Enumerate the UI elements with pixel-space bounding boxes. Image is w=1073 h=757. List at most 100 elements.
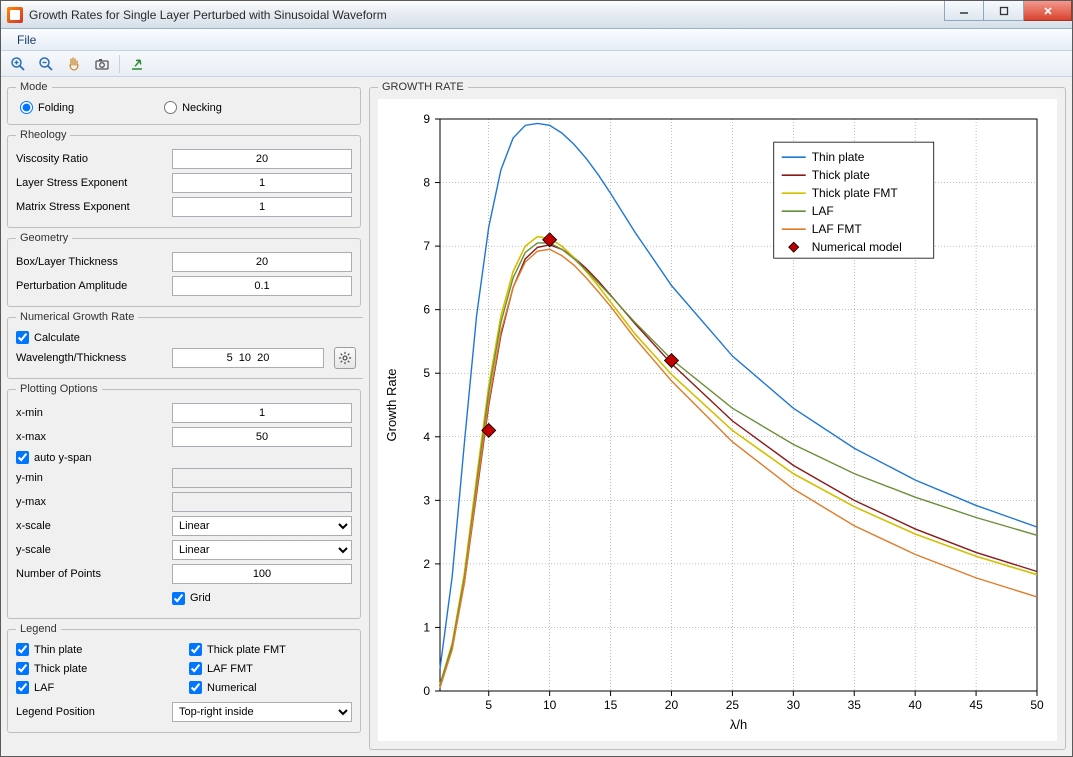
pert-amp-input[interactable] bbox=[172, 276, 352, 296]
layer-stress-exp-label: Layer Stress Exponent bbox=[16, 177, 166, 189]
npoints-input[interactable] bbox=[172, 564, 352, 584]
matrix-stress-exp-label: Matrix Stress Exponent bbox=[16, 201, 166, 213]
yscale-label: y-scale bbox=[16, 544, 166, 556]
ymin-label: y-min bbox=[16, 472, 166, 484]
titlebar: Growth Rates for Single Layer Perturbed … bbox=[1, 1, 1072, 29]
chk-laf-fmt[interactable]: LAF FMT bbox=[189, 662, 352, 675]
rheology-group: Rheology Viscosity Ratio Layer Stress Ex… bbox=[7, 129, 361, 228]
svg-text:40: 40 bbox=[908, 698, 922, 712]
geometry-legend: Geometry bbox=[16, 232, 72, 244]
geometry-group: Geometry Box/Layer Thickness Perturbatio… bbox=[7, 232, 361, 307]
gear-button[interactable] bbox=[334, 347, 356, 369]
svg-text:4: 4 bbox=[423, 430, 430, 444]
zoom-out-icon[interactable] bbox=[35, 53, 57, 75]
menubar: File bbox=[1, 29, 1072, 51]
plotting-legend: Plotting Options bbox=[16, 383, 102, 395]
export-icon[interactable] bbox=[126, 53, 148, 75]
svg-text:10: 10 bbox=[543, 698, 557, 712]
svg-text:45: 45 bbox=[969, 698, 983, 712]
chk-thick-plate-fmt[interactable]: Thick plate FMT bbox=[189, 643, 352, 656]
chk-thick-plate[interactable]: Thick plate bbox=[16, 662, 179, 675]
left-panel: Mode Folding Necking Rheology Viscosity … bbox=[5, 81, 363, 752]
svg-text:λ/h: λ/h bbox=[730, 717, 747, 732]
xmin-input[interactable] bbox=[172, 403, 352, 423]
svg-text:0: 0 bbox=[423, 684, 430, 698]
svg-text:9: 9 bbox=[423, 112, 430, 126]
svg-text:5: 5 bbox=[485, 698, 492, 712]
chk-laf[interactable]: LAF bbox=[16, 681, 179, 694]
matrix-stress-exp-input[interactable] bbox=[172, 197, 352, 217]
plotting-group: Plotting Options x-min x-max auto y-span… bbox=[7, 383, 361, 619]
app-icon bbox=[7, 7, 23, 23]
svg-text:5: 5 bbox=[423, 366, 430, 380]
xscale-select[interactable]: Linear bbox=[172, 516, 352, 536]
maximize-button[interactable] bbox=[984, 1, 1024, 21]
legend-legend: Legend bbox=[16, 623, 61, 635]
chart-title: GROWTH RATE bbox=[378, 81, 468, 93]
legend-group: Legend Thin plate Thick plate FMT Thick … bbox=[7, 623, 361, 733]
ymin-input bbox=[172, 468, 352, 488]
chk-thin-plate[interactable]: Thin plate bbox=[16, 643, 179, 656]
legend-position-select[interactable]: Top-right inside bbox=[172, 702, 352, 722]
svg-text:7: 7 bbox=[423, 239, 430, 253]
calculate-checkbox[interactable]: Calculate bbox=[16, 331, 356, 344]
svg-text:20: 20 bbox=[665, 698, 679, 712]
radio-folding[interactable]: Folding bbox=[20, 101, 74, 114]
svg-text:LAF FMT: LAF FMT bbox=[812, 222, 863, 236]
xscale-label: x-scale bbox=[16, 520, 166, 532]
svg-text:Thick plate FMT: Thick plate FMT bbox=[812, 186, 899, 200]
svg-text:Thick plate: Thick plate bbox=[812, 168, 870, 182]
npoints-label: Number of Points bbox=[16, 568, 166, 580]
xmin-label: x-min bbox=[16, 407, 166, 419]
menu-file[interactable]: File bbox=[9, 31, 44, 49]
toolbar bbox=[1, 51, 1072, 77]
numerical-group: Numerical Growth Rate Calculate Waveleng… bbox=[7, 311, 363, 379]
svg-text:LAF: LAF bbox=[812, 204, 834, 218]
box-layer-thickness-label: Box/Layer Thickness bbox=[16, 256, 166, 268]
svg-text:2: 2 bbox=[423, 557, 430, 571]
svg-text:25: 25 bbox=[726, 698, 740, 712]
rheology-legend: Rheology bbox=[16, 129, 70, 141]
growth-rate-chart: 51015202530354045500123456789λ/hGrowth R… bbox=[378, 99, 1057, 741]
radio-necking[interactable]: Necking bbox=[164, 101, 222, 114]
viscosity-ratio-label: Viscosity Ratio bbox=[16, 153, 166, 165]
svg-text:Thin plate: Thin plate bbox=[812, 150, 865, 164]
viscosity-ratio-input[interactable] bbox=[172, 149, 352, 169]
minimize-button[interactable] bbox=[944, 1, 984, 21]
box-layer-thickness-input[interactable] bbox=[172, 252, 352, 272]
grid-checkbox[interactable]: Grid bbox=[172, 592, 352, 605]
yscale-select[interactable]: Linear bbox=[172, 540, 352, 560]
svg-text:30: 30 bbox=[787, 698, 801, 712]
zoom-in-icon[interactable] bbox=[7, 53, 29, 75]
svg-text:15: 15 bbox=[604, 698, 618, 712]
svg-text:8: 8 bbox=[423, 176, 430, 190]
close-button[interactable] bbox=[1024, 1, 1072, 21]
svg-text:Numerical model: Numerical model bbox=[812, 240, 902, 254]
numerical-legend: Numerical Growth Rate bbox=[16, 311, 138, 323]
ymax-input bbox=[172, 492, 352, 512]
wl-thickness-label: Wavelength/Thickness bbox=[16, 352, 166, 364]
svg-text:6: 6 bbox=[423, 303, 430, 317]
mode-legend: Mode bbox=[16, 81, 52, 93]
right-panel: GROWTH RATE 5101520253035404550012345678… bbox=[367, 81, 1068, 752]
svg-text:3: 3 bbox=[423, 493, 430, 507]
pan-icon[interactable] bbox=[63, 53, 85, 75]
svg-text:35: 35 bbox=[848, 698, 862, 712]
window-title: Growth Rates for Single Layer Perturbed … bbox=[29, 8, 944, 22]
ymax-label: y-max bbox=[16, 496, 166, 508]
xmax-input[interactable] bbox=[172, 427, 352, 447]
camera-icon[interactable] bbox=[91, 53, 113, 75]
pert-amp-label: Perturbation Amplitude bbox=[16, 280, 166, 292]
svg-text:50: 50 bbox=[1030, 698, 1044, 712]
legend-position-label: Legend Position bbox=[16, 706, 166, 718]
chk-numerical[interactable]: Numerical bbox=[189, 681, 352, 694]
wl-thickness-input[interactable] bbox=[172, 348, 324, 368]
chart-group: GROWTH RATE 5101520253035404550012345678… bbox=[369, 81, 1066, 750]
mode-group: Mode Folding Necking bbox=[7, 81, 361, 125]
xmax-label: x-max bbox=[16, 431, 166, 443]
svg-text:1: 1 bbox=[423, 620, 430, 634]
svg-text:Growth Rate: Growth Rate bbox=[384, 369, 399, 442]
app-window: Growth Rates for Single Layer Perturbed … bbox=[0, 0, 1073, 757]
layer-stress-exp-input[interactable] bbox=[172, 173, 352, 193]
auto-yspan-checkbox[interactable]: auto y-span bbox=[16, 451, 352, 464]
